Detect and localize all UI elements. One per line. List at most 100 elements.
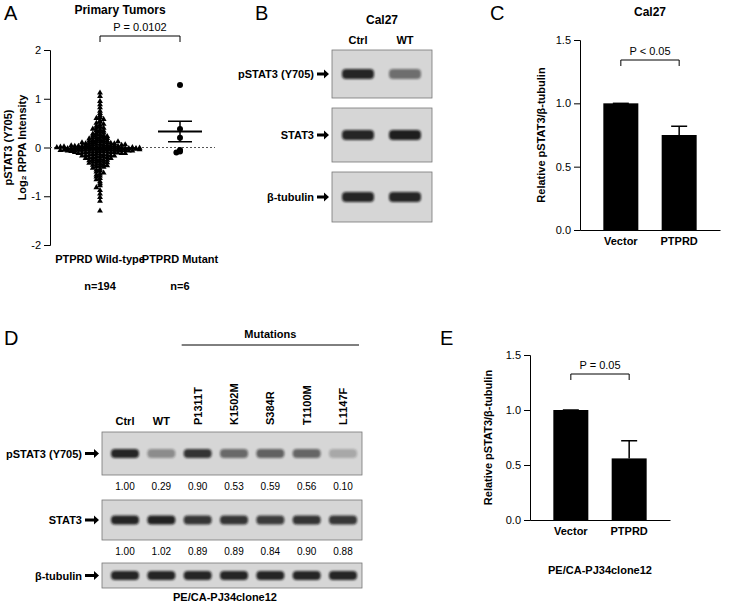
panel-letter: D: [4, 327, 18, 349]
error-bar: [621, 441, 637, 459]
tick: 0: [35, 142, 50, 154]
tick-mark: [574, 40, 580, 41]
tick: 0.5: [506, 459, 530, 471]
data-label: 1.00: [115, 546, 135, 557]
tick: 1: [35, 93, 50, 105]
bar: [603, 103, 638, 230]
y-axis: -2 -1 0 1 2: [31, 44, 50, 251]
lane-label: WT: [396, 34, 413, 46]
band: [256, 449, 284, 458]
panel-d: DPE/CA-PJ34clone12MutationsCtrlWTP1311TK…: [4, 327, 362, 603]
band: [111, 516, 139, 525]
data-point: [101, 164, 107, 169]
band: [220, 449, 248, 458]
band: [342, 192, 374, 202]
panel-letter: A: [4, 2, 18, 24]
band: [329, 516, 357, 525]
lane-label: P1311T: [192, 387, 204, 425]
tick-label: PTPRD: [611, 525, 648, 537]
data-point: [93, 184, 99, 189]
tick: 1.0: [506, 404, 530, 416]
tick-label: 2: [35, 44, 41, 56]
panel-b: BCal27CtrlWTpSTAT3 (Y705)STAT3β-tubulin: [238, 2, 432, 222]
panel-letter: E: [440, 327, 453, 349]
tick-label: 0.0: [506, 514, 521, 526]
band: [389, 192, 421, 202]
title: Cal27: [366, 13, 398, 27]
significance-bracket: [100, 36, 180, 42]
annotation: P = 0.0102: [113, 21, 166, 33]
data-point: [93, 176, 99, 181]
category-label: PTPRD Mutant: [142, 253, 219, 265]
tick-mark: [44, 50, 50, 51]
lane-label: T1100M: [301, 385, 313, 425]
tick: 1.5: [556, 34, 580, 46]
annotation: P < 0.05: [629, 45, 670, 57]
bar: [612, 458, 647, 520]
error-bar: [613, 103, 629, 105]
row-label: β-tubulin: [267, 191, 314, 203]
panel-c: CCal27Relative pSTAT3/β-tubulin0.00.51.0…: [490, 2, 721, 247]
band: [111, 571, 139, 580]
data-point: [68, 142, 74, 147]
tick-mark: [524, 355, 530, 356]
significance-bracket: [621, 60, 679, 66]
lane-label: Ctrl: [349, 34, 368, 46]
tick-mark: [524, 465, 530, 466]
title: Primary Tumors: [74, 3, 165, 17]
tick: 1.5: [506, 349, 530, 361]
data-label: 0.84: [261, 546, 281, 557]
caption: PE/CA-PJ34clone12: [548, 564, 652, 576]
y-axis-title: Relative pSTAT3/β-tubulin: [482, 370, 494, 506]
tick-label: Vector: [554, 525, 588, 537]
band: [342, 69, 374, 79]
y-axis: 0.00.51.01.5: [556, 34, 581, 236]
band: [147, 449, 175, 458]
tick-label: 0: [35, 142, 41, 154]
tick-label: Vector: [604, 235, 638, 247]
tick-label: 0.0: [556, 224, 571, 236]
group-line: [182, 345, 359, 346]
tick: -1: [31, 190, 50, 202]
data-point: [93, 115, 99, 120]
panel-a: APrimary TumorspSTAT3 (Y705)Log₂ RPPA In…: [2, 2, 219, 292]
lane-label: Ctrl: [116, 415, 135, 427]
band: [256, 516, 284, 525]
count-label: n=6: [170, 280, 189, 292]
data-point: [97, 207, 103, 212]
band: [256, 571, 284, 580]
row-label: STAT3: [281, 129, 314, 141]
y-axis: 0.0 0.5 1.0 1.5: [506, 349, 531, 526]
lane-label: L1147F: [337, 387, 349, 425]
plot-area: [603, 103, 696, 230]
band: [147, 571, 175, 580]
data-point: [137, 146, 143, 151]
tick-mark: [44, 148, 50, 149]
data-point: [83, 155, 89, 160]
tick-label: 1.0: [506, 404, 521, 416]
band: [293, 449, 321, 458]
tick-mark: [44, 245, 50, 246]
data-label: 1.00: [115, 481, 135, 492]
band: [342, 130, 374, 140]
data-label: 1.02: [152, 546, 172, 557]
tick: -2: [31, 239, 50, 251]
data-point: [108, 155, 114, 160]
category-label: PTPRD Wild-type: [55, 253, 145, 265]
band: [147, 516, 175, 525]
x-axis: Vector PTPRD: [581, 230, 721, 247]
tick-label: 1.5: [506, 349, 521, 361]
data-point: [173, 149, 179, 155]
blot-background: [102, 500, 362, 540]
tick-label: 1.0: [556, 97, 571, 109]
data-label: 0.90: [188, 481, 208, 492]
mean-line: [64, 147, 136, 149]
tick-label: -2: [31, 239, 41, 251]
lane-label: K1502M: [228, 383, 240, 425]
tick-label: PTPRD: [661, 235, 698, 247]
lane-label: S384R: [264, 391, 276, 425]
axis-line: [524, 356, 531, 521]
data-point: [97, 198, 103, 203]
band: [389, 69, 421, 79]
arrow: [85, 449, 99, 458]
